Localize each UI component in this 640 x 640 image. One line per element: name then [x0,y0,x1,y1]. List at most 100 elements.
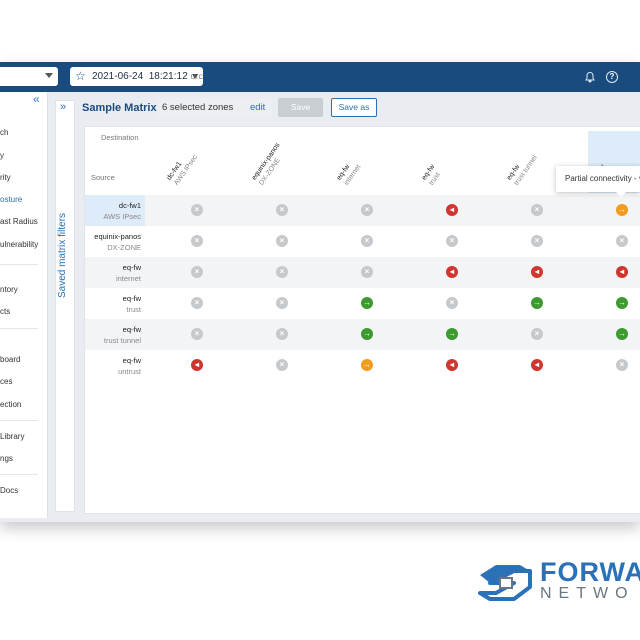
nav-item-devices[interactable]: ces [0,377,13,386]
connectivity-partial-icon[interactable]: → [361,359,373,371]
nav-item-artifacts[interactable]: cts [0,307,11,316]
snapshot-datetime: 2021-06-24 18:21:12 UTC [92,67,203,88]
nav-divider [0,328,38,329]
nav-divider [0,420,38,421]
nav-item-settings[interactable]: ngs [0,454,13,463]
connectivity-none-icon[interactable]: × [276,266,288,278]
network-select[interactable] [0,67,58,86]
row-zone: AWS IPsec [103,212,141,221]
source-label: Source [91,173,115,182]
connectivity-matrix: Destination Source dc-fw1 AWS IPsec equini… [84,126,640,514]
expand-filters-icon[interactable]: » [60,101,67,113]
row-header[interactable]: equinix-panos DX-ZONE [85,226,145,257]
connectivity-full-icon[interactable]: → [446,328,458,340]
connectivity-none-icon[interactable]: × [276,235,288,247]
connectivity-none-icon[interactable]: × [361,235,373,247]
connectivity-block-icon[interactable]: ◂ [446,359,458,371]
save-button[interactable]: Save [278,98,323,117]
logo-word-networks: NETWO [540,585,635,602]
connectivity-none-icon[interactable]: × [446,235,458,247]
column-header[interactable]: dc-fw1 AWS IPsec [165,148,200,187]
connectivity-none-icon[interactable]: × [191,328,203,340]
forward-networks-logo: FORWA NETWO [476,555,640,610]
snapshot-date: 2021-06-24 [92,71,144,82]
row-zone: DX-ZONE [107,243,141,252]
connectivity-none-icon[interactable]: × [191,235,203,247]
row-header[interactable]: eq-fw trust [85,288,145,319]
saved-filters-panel[interactable]: » Saved matrix filters [55,100,75,512]
nav-item-inventory[interactable]: ntory [0,285,18,294]
column-header[interactable]: eq-fw internet [335,158,363,187]
connectivity-none-icon[interactable]: × [361,266,373,278]
connectivity-none-icon[interactable]: × [446,297,458,309]
help-icon[interactable]: ? [606,71,618,83]
nav-item-collection[interactable]: ection [0,400,22,409]
bell-icon[interactable] [584,71,596,83]
matrix-row: dc-fw1 AWS IPsec × × × ◂ × → [85,195,640,226]
page-title: Sample Matrix [82,102,157,114]
connectivity-block-icon[interactable]: ◂ [191,359,203,371]
left-nav: « ch y rity osture ast Radius ulnerabili… [0,92,48,518]
connectivity-block-icon[interactable]: ◂ [446,266,458,278]
row-zone: trust [126,305,141,314]
connectivity-none-icon[interactable]: × [531,328,543,340]
collapse-nav-icon[interactable]: « [33,92,40,106]
connectivity-partial-icon[interactable]: → [616,204,628,216]
row-device: eq-fw [122,294,141,303]
column-header[interactable]: eq-fw trust [420,163,445,187]
row-device: equinix-panos [94,232,141,241]
connectivity-full-icon[interactable]: → [531,297,543,309]
chevron-down-icon [192,74,198,79]
connectivity-none-icon[interactable]: × [616,235,628,247]
saved-filters-label[interactable]: Saved matrix filters [57,213,68,299]
nav-item-security[interactable]: rity [0,173,11,182]
connectivity-none-icon[interactable]: × [191,297,203,309]
row-header[interactable]: dc-fw1 AWS IPsec [85,195,145,226]
connectivity-none-icon[interactable]: × [276,359,288,371]
save-as-button[interactable]: Save as [331,98,377,117]
row-header[interactable]: eq-fw internet [85,257,145,288]
star-icon[interactable]: ☆ [75,69,86,83]
connectivity-none-icon[interactable]: × [191,266,203,278]
nav-item-posture[interactable]: osture [0,195,23,204]
row-zone: internet [115,274,141,283]
logo-mark-icon [478,565,532,601]
matrix-row: eq-fw trust × × → × → → [85,288,640,319]
connectivity-block-icon[interactable]: ◂ [446,204,458,216]
nav-item-policy[interactable]: y [0,151,4,160]
connectivity-block-icon[interactable]: ◂ [531,359,543,371]
connectivity-full-icon[interactable]: → [616,328,628,340]
row-device: eq-fw [122,263,141,272]
tooltip-text: Partial connectivity - [565,174,639,183]
nav-item-docs[interactable]: Docs [0,486,19,495]
connectivity-none-icon[interactable]: × [276,328,288,340]
column-header[interactable]: eq-fw trust tunnel [505,149,540,188]
connectivity-block-icon[interactable]: ◂ [616,266,628,278]
nav-item-library[interactable]: Library [0,432,25,441]
row-device: dc-fw1 [118,201,141,210]
cell-tooltip: Partial connectivity - v [556,166,640,192]
connectivity-none-icon[interactable]: × [276,204,288,216]
zones-count: 6 selected zones [162,102,234,113]
connectivity-full-icon[interactable]: → [616,297,628,309]
snapshot-date-picker[interactable]: ☆ 2021-06-24 18:21:12 UTC [70,67,203,86]
nav-item-blast-radius[interactable]: ast Radius [0,217,38,226]
nav-item-dashboard[interactable]: board [0,355,21,364]
connectivity-full-icon[interactable]: → [361,297,373,309]
connectivity-none-icon[interactable]: × [191,204,203,216]
column-header[interactable]: equinix-panos DX-ZONE [250,141,290,187]
connectivity-none-icon[interactable]: × [616,359,628,371]
connectivity-block-icon[interactable]: ◂ [531,266,543,278]
row-header[interactable]: eq-fw trust tunnel [85,319,145,350]
nav-item-vulnerability[interactable]: ulnerability [0,240,39,249]
row-header[interactable]: eq-fw untrust [85,350,145,381]
edit-zones-link[interactable]: edit [250,102,266,113]
nav-item-search[interactable]: ch [0,128,9,137]
connectivity-none-icon[interactable]: × [531,204,543,216]
connectivity-full-icon[interactable]: → [361,328,373,340]
connectivity-none-icon[interactable]: × [361,204,373,216]
destination-label: Destination [101,133,139,142]
connectivity-none-icon[interactable]: × [531,235,543,247]
tooltip-view-link[interactable]: v [639,174,640,183]
connectivity-none-icon[interactable]: × [276,297,288,309]
